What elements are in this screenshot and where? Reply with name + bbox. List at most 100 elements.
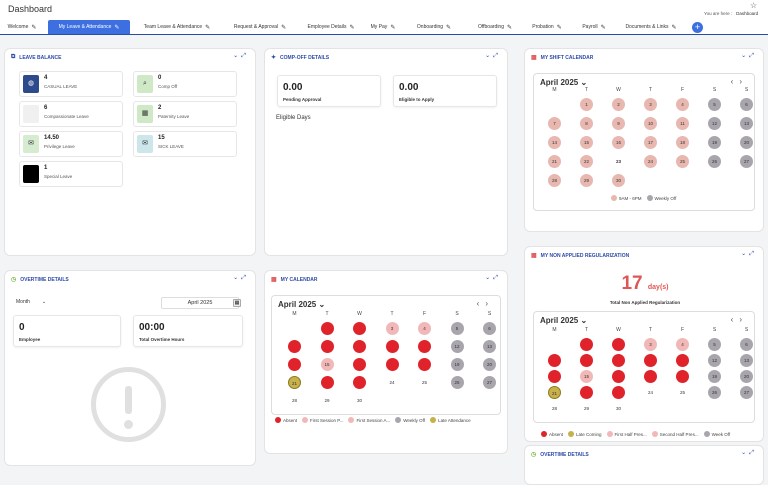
calendar-day[interactable]: 17 <box>385 358 399 371</box>
calendar-day[interactable]: 13 <box>740 117 753 130</box>
calendar-day[interactable]: 30 <box>356 398 362 403</box>
edit-icon[interactable]: ✎ <box>671 24 677 31</box>
leave-item[interactable]: ✉ 15 SICK LEAVE <box>133 131 237 157</box>
calendar-day[interactable]: 24 <box>644 155 657 168</box>
calendar-day[interactable]: 28 <box>291 398 297 403</box>
calendar-day[interactable]: 22 <box>320 376 334 389</box>
calendar-day[interactable]: 21 <box>548 386 561 399</box>
calendar-day[interactable]: 26 <box>450 376 464 389</box>
calendar-day[interactable]: 25 <box>676 155 689 168</box>
calendar-day[interactable]: 9 <box>612 354 625 367</box>
month-nav[interactable]: ‹› <box>730 77 748 86</box>
leave-item[interactable]: ◍ 4 CASUAL LEAVE <box>19 71 123 97</box>
calendar-day[interactable]: 19 <box>450 358 464 371</box>
edit-icon[interactable]: ✎ <box>556 24 562 31</box>
month-date-field[interactable]: April 2025 <box>161 297 239 309</box>
calendar-day[interactable]: 9 <box>612 117 625 130</box>
calendar-day[interactable]: 13 <box>740 354 753 367</box>
calendar-day[interactable]: 21 <box>548 155 561 168</box>
tab-team-leave-attendance[interactable]: Team Leave & Attendance ✎ <box>134 20 220 34</box>
calendar-day[interactable]: 28 <box>548 174 561 187</box>
calendar-day[interactable]: 6 <box>740 338 753 351</box>
add-tab-button[interactable]: + <box>692 22 703 33</box>
calendar-day[interactable]: 29 <box>583 406 589 411</box>
calendar-day[interactable]: 30 <box>615 406 621 411</box>
calendar-day[interactable]: 13 <box>483 340 496 353</box>
calendar-day[interactable]: 24 <box>389 380 395 385</box>
tab-my-leave-attendance[interactable]: My Leave & Attendance ✎ <box>48 20 130 34</box>
calendar-day[interactable]: 27 <box>483 376 496 389</box>
edit-icon[interactable]: ✎ <box>281 24 287 31</box>
calendar-day[interactable]: 24 <box>647 390 653 395</box>
calendar-day[interactable]: 7 <box>288 340 301 353</box>
calendar-day[interactable]: 14 <box>548 370 561 383</box>
edit-icon[interactable]: ✎ <box>114 24 120 31</box>
calendar-picker-icon[interactable]: ▦ <box>233 299 241 307</box>
calendar-day[interactable]: 15 <box>580 370 593 383</box>
calendar-day[interactable]: 29 <box>324 398 330 403</box>
period-select[interactable]: Month ⌄ <box>16 299 46 305</box>
calendar-day[interactable]: 18 <box>676 136 689 149</box>
calendar-day[interactable]: 26 <box>708 155 721 168</box>
calendar-day[interactable]: 4 <box>676 338 689 351</box>
calendar-day[interactable]: 3 <box>644 98 657 111</box>
calendar-day[interactable]: 19 <box>708 136 721 149</box>
card-controls[interactable]: ⌄⤢ <box>233 53 249 59</box>
card-controls[interactable]: ⌄⤢ <box>741 53 757 59</box>
calendar-day[interactable]: 11 <box>676 354 689 367</box>
tab-my-pay[interactable]: My Pay ✎ <box>366 20 400 34</box>
calendar-day[interactable]: 5 <box>708 98 721 111</box>
calendar-day[interactable]: 1 <box>580 98 593 111</box>
leave-item[interactable]: 1 Special Leave <box>19 161 123 187</box>
leave-item[interactable]: ✉ 14.50 Privilege Leave <box>19 131 123 157</box>
calendar-day[interactable]: 23 <box>353 376 366 389</box>
calendar-day[interactable]: 11 <box>418 340 431 353</box>
leave-item[interactable]: 6 Compassionate Leave <box>19 101 123 127</box>
tab-welcome[interactable]: Welcome ✎ <box>0 20 44 34</box>
leave-item[interactable]: ⌕ 0 Comp Off <box>133 71 237 97</box>
calendar-day[interactable]: 5 <box>450 322 464 335</box>
card-controls[interactable]: ⌄⤢ <box>741 450 757 456</box>
calendar-day[interactable]: 16 <box>612 136 625 149</box>
calendar-day[interactable]: 14 <box>288 358 301 371</box>
calendar-day[interactable]: 4 <box>418 322 431 335</box>
calendar-day[interactable]: 16 <box>353 358 366 371</box>
month-selector[interactable]: April 2025 ⌄ <box>278 300 326 309</box>
calendar-day[interactable]: 3 <box>385 322 399 335</box>
tab-onboarding[interactable]: Onboarding ✎ <box>406 20 462 34</box>
calendar-day[interactable]: 16 <box>612 370 625 383</box>
calendar-day[interactable]: 8 <box>580 117 593 130</box>
tab-probation[interactable]: Probation ✎ <box>524 20 570 34</box>
calendar-day[interactable]: 1 <box>320 322 334 335</box>
calendar-day[interactable]: 18 <box>676 370 689 383</box>
leave-item[interactable]: ▦ 2 Paternity Leave <box>133 101 237 127</box>
calendar-day[interactable]: 2 <box>612 98 625 111</box>
calendar-day[interactable]: 6 <box>483 322 496 335</box>
calendar-day[interactable]: 12 <box>708 354 721 367</box>
calendar-day[interactable]: 7 <box>548 117 561 130</box>
calendar-day[interactable]: 4 <box>676 98 689 111</box>
tab-request-approval[interactable]: Request & Approval ✎ <box>224 20 296 34</box>
calendar-day[interactable]: 28 <box>551 406 557 411</box>
calendar-day[interactable]: 10 <box>644 354 657 367</box>
calendar-day[interactable]: 23 <box>615 159 621 164</box>
calendar-day[interactable]: 10 <box>385 340 399 353</box>
calendar-day[interactable]: 30 <box>612 174 625 187</box>
edit-icon[interactable]: ✎ <box>600 24 606 31</box>
edit-icon[interactable]: ✎ <box>446 24 452 31</box>
tab-employee-details[interactable]: Employee Details ✎ <box>300 20 362 34</box>
calendar-day[interactable]: 11 <box>676 117 689 130</box>
calendar-day[interactable]: 12 <box>708 117 721 130</box>
calendar-day[interactable]: 8 <box>580 354 593 367</box>
tab-payroll[interactable]: Payroll ✎ <box>574 20 614 34</box>
calendar-day[interactable]: 17 <box>644 370 657 383</box>
calendar-day[interactable]: 26 <box>708 386 721 399</box>
calendar-day[interactable]: 29 <box>580 174 593 187</box>
calendar-day[interactable]: 9 <box>353 340 366 353</box>
calendar-day[interactable]: 19 <box>708 370 721 383</box>
month-selector[interactable]: April 2025 ⌄ <box>540 316 588 325</box>
calendar-day[interactable]: 3 <box>644 338 657 351</box>
month-selector[interactable]: April 2025 ⌄ <box>540 78 588 87</box>
calendar-day[interactable]: 5 <box>708 338 721 351</box>
calendar-day[interactable]: 22 <box>580 155 593 168</box>
